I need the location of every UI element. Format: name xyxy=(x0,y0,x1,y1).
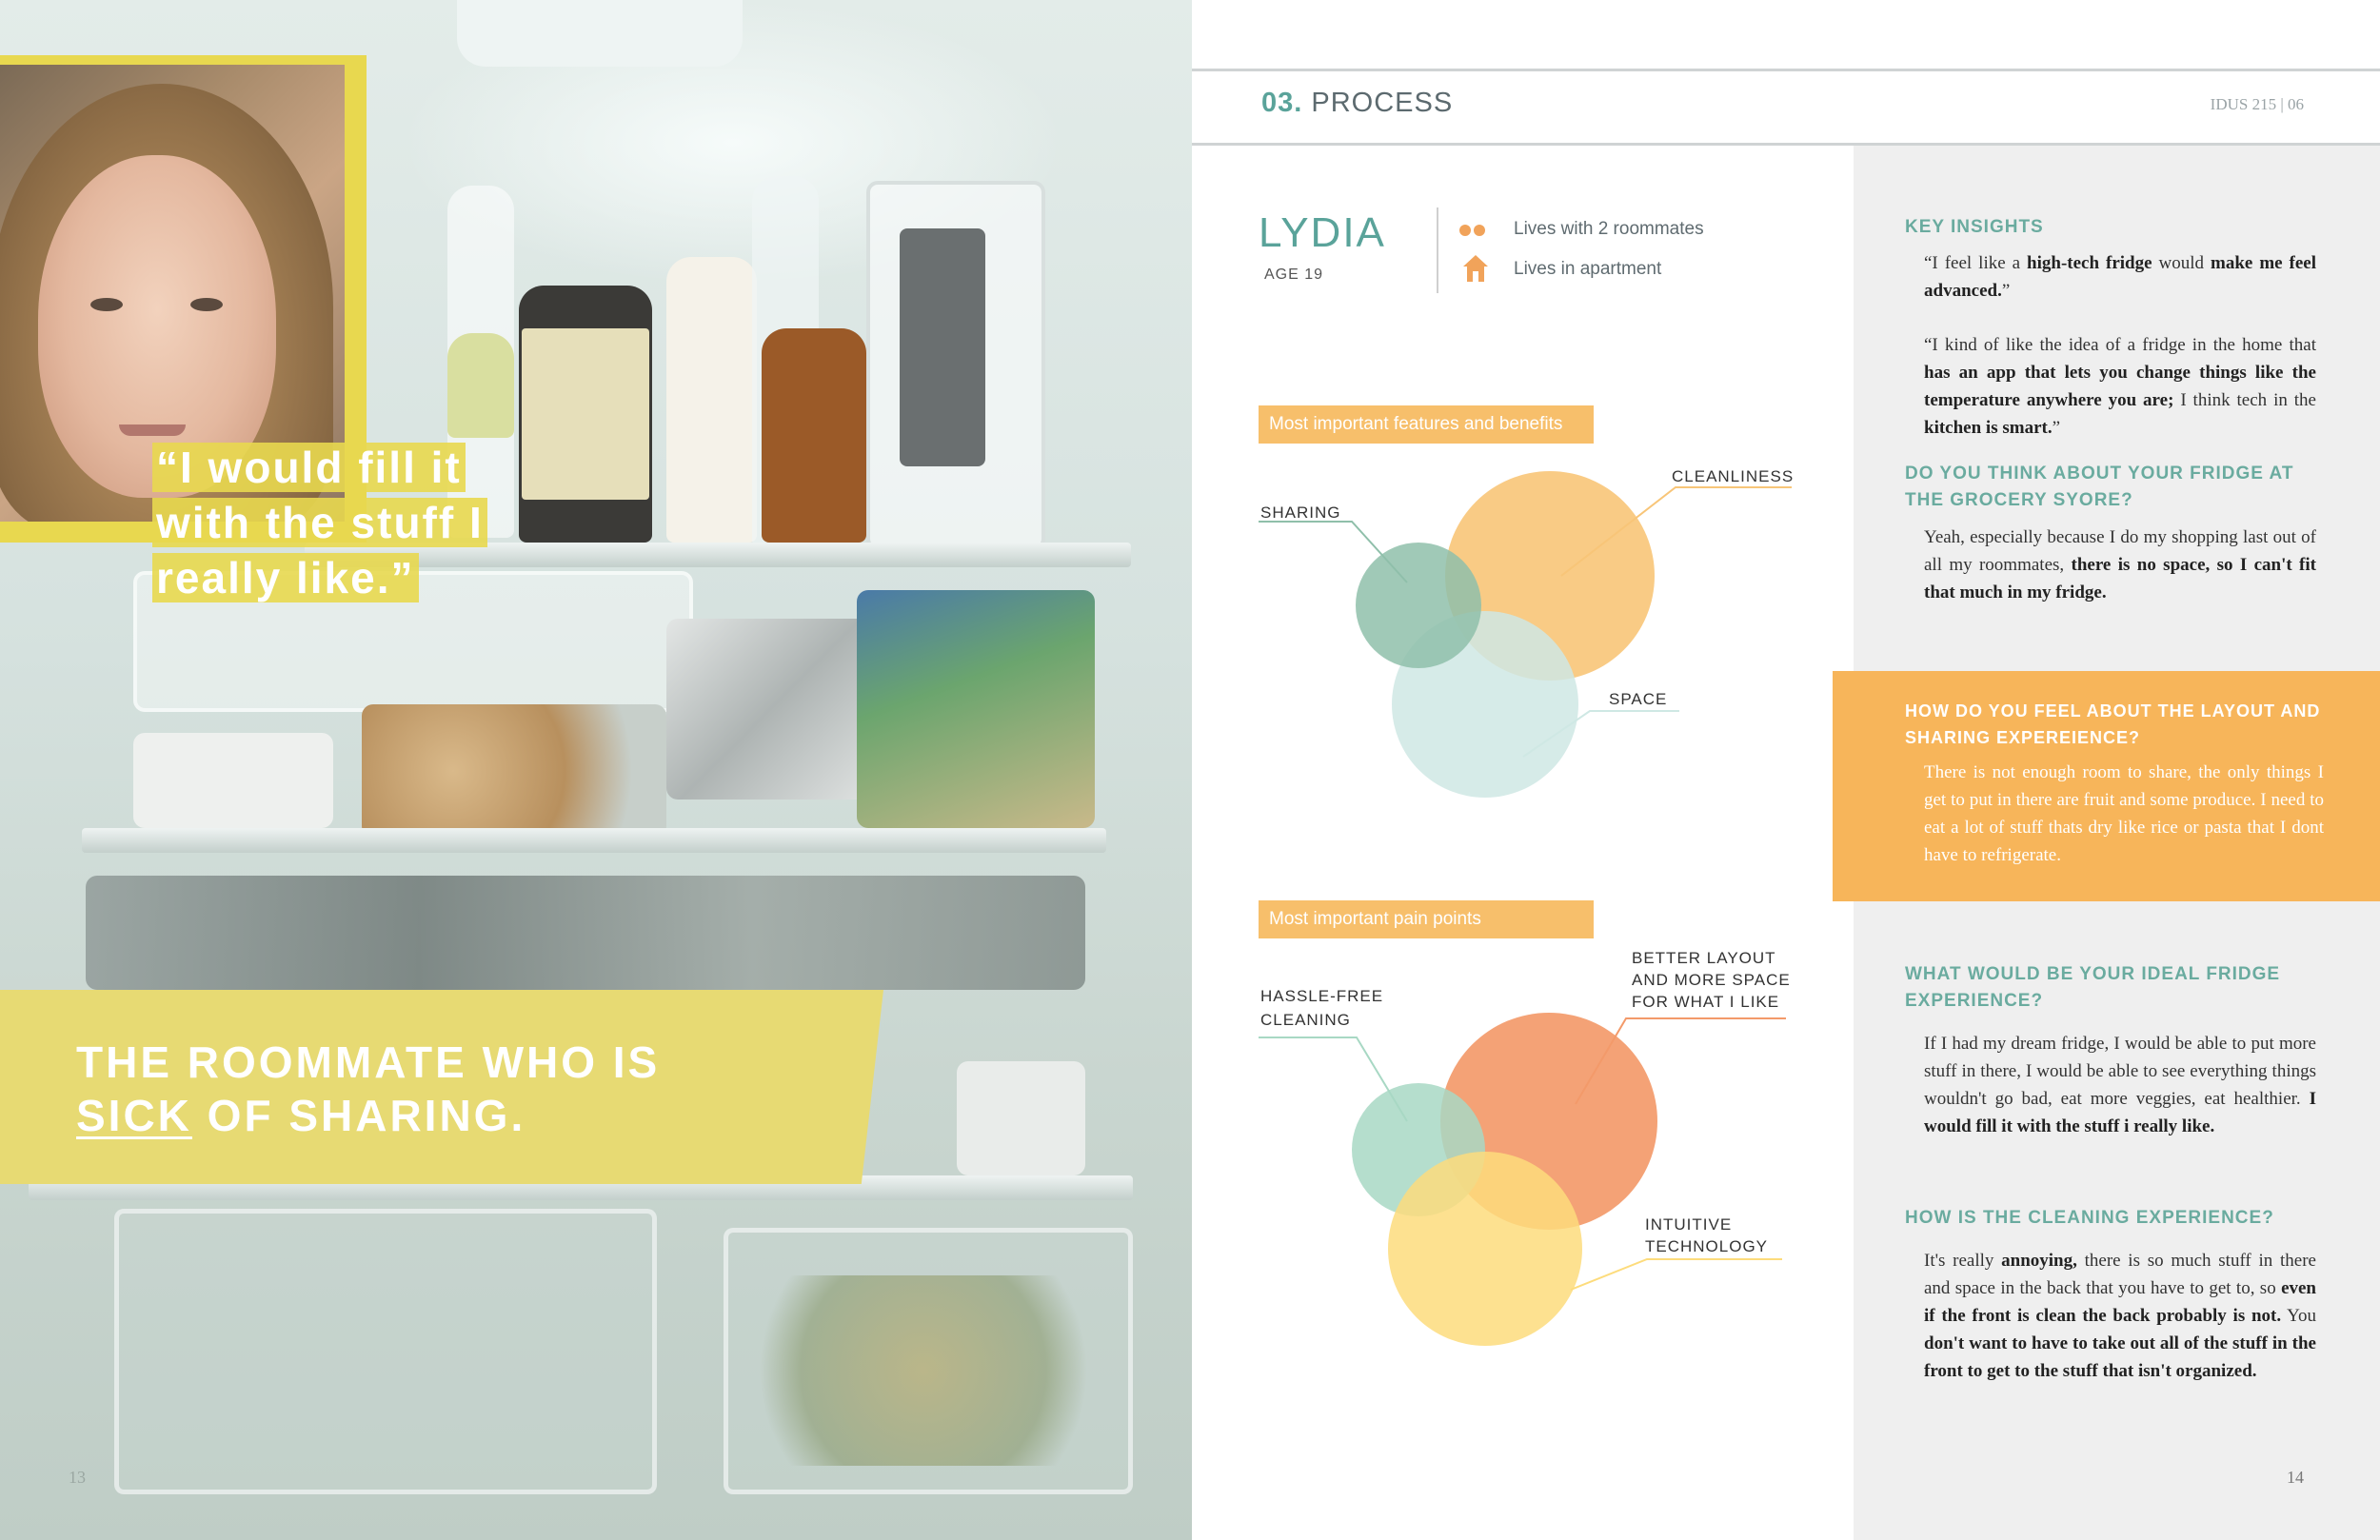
pitcher-filter xyxy=(900,228,985,466)
drawer-produce xyxy=(743,1275,1104,1466)
page-number-right: 14 xyxy=(2287,1468,2304,1487)
q1-mid: would xyxy=(2152,253,2211,273)
left-eye xyxy=(90,298,123,311)
cleaning-answer: It's really annoying, there is so much s… xyxy=(1924,1247,2316,1385)
q2-end: ” xyxy=(2052,418,2061,438)
banner-line-1: THE ROOMMATE WHO IS xyxy=(76,1037,661,1087)
persona-name: LYDIA xyxy=(1259,209,1386,256)
tub-container xyxy=(957,1061,1085,1175)
q1-bold-1: high-tech fridge xyxy=(2027,253,2152,273)
egg-carton xyxy=(133,733,333,828)
clean-bold-3: don't want to have to take out all of th… xyxy=(1924,1333,2316,1381)
banner-line-2-rest: OF SHARING. xyxy=(191,1091,526,1140)
grocery-answer: Yeah, especially because I do my shoppin… xyxy=(1924,523,2316,606)
quote-line-2: with the stuff I xyxy=(152,498,487,547)
section-heading: 03. PROCESS xyxy=(1261,88,1453,119)
crisper-drawer-left xyxy=(114,1209,657,1494)
cleaning-question: HOW IS THE CLEANING EXPERIENCE? xyxy=(1905,1208,2274,1228)
fact-roommates: Lives with 2 roommates xyxy=(1514,219,1704,239)
q2-bold-2: kitchen is smart. xyxy=(1924,418,2053,438)
q2-text: “I kind of like the idea of a fridge in … xyxy=(1924,335,2316,355)
syrup-bottle xyxy=(762,328,866,543)
fridge-photo-page: “I would fill it with the stuff I really… xyxy=(0,0,1192,1540)
q1-bold-2: make me feel advanced. xyxy=(1924,253,2317,301)
ideal-answer: If I had my dream fridge, I would be abl… xyxy=(1924,1030,2316,1140)
layout-callout: HOW DO YOU FEEL ABOUT THE LAYOUT AND SHA… xyxy=(1833,671,2380,901)
banner-sick-word: SICK xyxy=(76,1091,192,1140)
clean-bold-1: annoying, xyxy=(2001,1251,2077,1271)
section-number: 03. xyxy=(1261,88,1303,118)
foil-package xyxy=(666,619,876,800)
clean-text-3: You xyxy=(2281,1306,2316,1326)
persona-banner: THE ROOMMATE WHO IS SICK OF SHARING. xyxy=(0,990,883,1184)
q2-bold-1: has an app that lets you change things l… xyxy=(1924,363,2316,410)
q1-end: ” xyxy=(2001,281,2011,301)
course-code: IDUS 215 | 06 xyxy=(2210,95,2304,113)
fridge-shelf-2 xyxy=(82,828,1106,853)
salad-bag xyxy=(857,590,1095,828)
coffee-label xyxy=(522,328,649,500)
roommates-icon xyxy=(1459,225,1488,238)
layout-question: HOW DO YOU FEEL ABOUT THE LAYOUT AND SHA… xyxy=(1905,701,2321,747)
q2-mid: I think tech in the xyxy=(2173,390,2316,410)
insight-quote-2: “I kind of like the idea of a fridge in … xyxy=(1924,331,2316,442)
juice-bottle xyxy=(447,333,514,438)
grocery-text: Yeah, especially because I do my shoppin… xyxy=(1924,527,2316,575)
fact-apartment: Lives in apartment xyxy=(1514,259,1662,279)
insight-quote-1: “I feel like a high-tech fridge would ma… xyxy=(1924,249,2316,305)
header-top-rule xyxy=(1192,69,2380,71)
grocery-question: DO YOU THINK ABOUT YOUR FRIDGE AT THE GR… xyxy=(1905,464,2294,510)
ideal-text: If I had my dream fridge, I would be abl… xyxy=(1924,1034,2316,1109)
clean-bold-2: even if the front is clean the back prob… xyxy=(1924,1278,2316,1326)
fridge-top-ceiling xyxy=(457,0,743,67)
q1-text: “I feel like a xyxy=(1924,253,2028,273)
quote-line-1: “I would fill it xyxy=(152,443,466,492)
dark-food-items xyxy=(86,876,1085,990)
portrait-mouth xyxy=(119,424,186,436)
persona-banner-title: THE ROOMMATE WHO IS SICK OF SHARING. xyxy=(76,1036,660,1142)
ideal-question: WHAT WOULD BE YOUR IDEAL FRIDGE EXPERIEN… xyxy=(1905,964,2281,1011)
section-title: PROCESS xyxy=(1302,88,1454,118)
key-insights-title: KEY INSIGHTS xyxy=(1905,217,2044,237)
quote-line-3: really like.” xyxy=(152,553,419,602)
ideal-bold: I would fill it with the stuff i really … xyxy=(1924,1089,2316,1136)
clean-text-1: It's really xyxy=(1924,1251,2002,1271)
produce-bag xyxy=(362,704,666,838)
portrait-face xyxy=(38,155,276,498)
persona-age: AGE 19 xyxy=(1264,267,1324,283)
painpoints-tag: Most important pain points xyxy=(1259,900,1594,938)
persona-divider xyxy=(1437,207,1438,293)
features-tag: Most important features and benefits xyxy=(1259,405,1594,444)
header-bottom-rule xyxy=(1192,143,2380,146)
right-eye xyxy=(190,298,223,311)
layout-answer: There is not enough room to share, the o… xyxy=(1924,762,2324,865)
page-number-left: 13 xyxy=(69,1468,86,1487)
house-icon xyxy=(1463,255,1488,282)
grocery-bold: there is no space, so I can't fit that m… xyxy=(1924,555,2316,602)
clean-text-2: there is so much stuff in there and spac… xyxy=(1924,1251,2316,1298)
pull-quote: “I would fill it with the stuff I really… xyxy=(152,440,495,605)
milk-bottle xyxy=(666,257,757,543)
